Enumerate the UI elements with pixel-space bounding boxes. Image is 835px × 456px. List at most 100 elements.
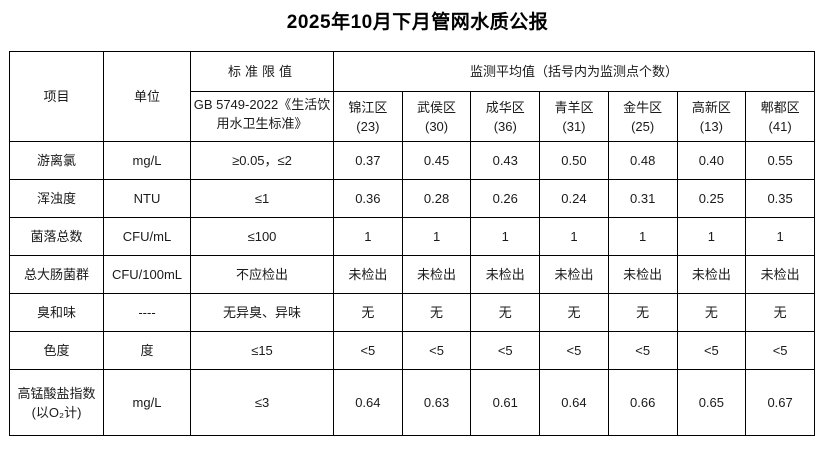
row-label: 游离氯 xyxy=(9,141,104,180)
value-cell: 0.66 xyxy=(607,369,678,436)
limit-cell: 不应检出 xyxy=(190,255,334,294)
value-cell: <5 xyxy=(333,331,403,370)
value-cell: 未检出 xyxy=(470,255,541,294)
value-cell: <5 xyxy=(745,331,815,370)
district-header-pidu: 郫都区 (41) xyxy=(745,91,815,142)
value-cell: <5 xyxy=(676,331,747,370)
row-label: 总大肠菌群 xyxy=(9,255,104,294)
limit-cell: ≤3 xyxy=(190,369,334,436)
table-row-free-chlorine: 游离氯 mg/L ≥0.05，≤2 0.37 0.45 0.43 0.50 0.… xyxy=(9,141,815,180)
value-cell: 0.40 xyxy=(676,141,747,180)
standard-reference: GB 5749-2022《生活饮用水卫生标准》 xyxy=(193,96,331,131)
row-label: 色度 xyxy=(9,331,104,370)
value-cell: 0.37 xyxy=(333,141,403,180)
value-cell: 未检出 xyxy=(333,255,403,294)
value-cell: 0.65 xyxy=(676,369,747,436)
table-row-colony-count: 菌落总数 CFU/mL ≤100 1 1 1 1 1 1 1 xyxy=(9,217,815,256)
value-cell: 无 xyxy=(333,293,403,332)
value-cell: 0.26 xyxy=(470,179,541,218)
district-count: (25) xyxy=(631,118,655,134)
value-cell: 未检出 xyxy=(401,255,472,294)
row-label: 臭和味 xyxy=(9,293,104,332)
district-name: 青羊区 xyxy=(554,99,594,115)
value-cell: 0.43 xyxy=(470,141,541,180)
value-cell: 0.31 xyxy=(607,179,678,218)
value-cell: 0.64 xyxy=(539,369,609,436)
district-count: (13) xyxy=(699,118,723,134)
district-header-jinniu: 金牛区 (25) xyxy=(607,91,678,142)
value-cell: 0.48 xyxy=(607,141,678,180)
limit-cell: ≤15 xyxy=(190,331,334,370)
value-cell: 0.50 xyxy=(539,141,609,180)
district-header-gaoxin: 高新区 (13) xyxy=(676,91,747,142)
value-cell: 未检出 xyxy=(676,255,747,294)
value-cell: 1 xyxy=(470,217,541,256)
col-header-monitoring-average: 监测平均值（括号内为监测点个数） xyxy=(333,51,815,92)
table-row-permanganate-index: 高锰酸盐指数 (以O₂计) mg/L ≤3 0.64 0.63 0.61 0.6… xyxy=(9,369,815,436)
header-row-1: 项目 单位 标准限值 监测平均值（括号内为监测点个数） xyxy=(9,51,815,142)
value-cell: 1 xyxy=(539,217,609,256)
limit-cell: 无异臭、异味 xyxy=(190,293,334,332)
district-count: (41) xyxy=(768,118,792,134)
value-cell: 无 xyxy=(401,293,472,332)
value-cell: 0.67 xyxy=(745,369,815,436)
unit-cell: CFU/100mL xyxy=(103,255,191,294)
header-row-2: GB 5749-2022《生活饮用水卫生标准》 锦江区 (23) 武侯区 (30… xyxy=(10,91,815,142)
table-row-chroma: 色度 度 ≤15 <5 <5 <5 <5 <5 <5 <5 xyxy=(9,331,815,370)
value-cell: 无 xyxy=(676,293,747,332)
value-cell: 未检出 xyxy=(607,255,678,294)
district-count: (36) xyxy=(493,118,517,134)
table-row-turbidity: 浑浊度 NTU ≤1 0.36 0.28 0.26 0.24 0.31 0.25… xyxy=(9,179,815,218)
limit-cell: ≤1 xyxy=(190,179,334,218)
district-name: 武侯区 xyxy=(417,99,457,115)
value-cell: 1 xyxy=(401,217,472,256)
unit-cell: mg/L xyxy=(103,369,191,436)
limit-cell: ≥0.05，≤2 xyxy=(190,141,334,180)
value-cell: 无 xyxy=(607,293,678,332)
row-label: 菌落总数 xyxy=(9,217,104,256)
value-cell: <5 xyxy=(607,331,678,370)
value-cell: 0.55 xyxy=(745,141,815,180)
district-count: (30) xyxy=(424,118,449,134)
district-header-qingyang: 青羊区 (31) xyxy=(539,91,609,142)
district-header-jinjiang: 锦江区 (23) xyxy=(333,91,403,142)
col-header-item: 项目 xyxy=(9,51,104,142)
value-cell: 0.61 xyxy=(470,369,541,436)
value-cell: 1 xyxy=(745,217,815,256)
district-header-wuhou: 武侯区 (30) xyxy=(401,91,472,142)
unit-cell: NTU xyxy=(103,179,191,218)
district-name: 成华区 xyxy=(485,99,525,115)
unit-cell: mg/L xyxy=(103,141,191,180)
value-cell: 1 xyxy=(676,217,747,256)
row-label-sub: (以O₂计) xyxy=(31,404,82,420)
value-cell: 无 xyxy=(539,293,609,332)
table-row-odor-taste: 臭和味 ---- 无异臭、异味 无 无 无 无 无 无 无 xyxy=(9,293,815,332)
value-cell: 0.28 xyxy=(401,179,472,218)
water-quality-table: 项目 单位 标准限值 监测平均值（括号内为监测点个数） GB 5749-2022… xyxy=(9,51,815,436)
row-label-main: 高锰酸盐指数 xyxy=(17,385,96,401)
value-cell: <5 xyxy=(470,331,541,370)
district-name: 金牛区 xyxy=(623,99,663,115)
value-cell: 0.24 xyxy=(539,179,609,218)
value-cell: 0.35 xyxy=(745,179,815,218)
district-name: 锦江区 xyxy=(348,99,388,115)
value-cell: 无 xyxy=(470,293,541,332)
value-cell: 无 xyxy=(745,293,815,332)
unit-cell: CFU/mL xyxy=(103,217,191,256)
col-header-unit: 单位 xyxy=(103,51,191,142)
page-title: 2025年10月下月管网水质公报 xyxy=(286,12,549,33)
value-cell: 未检出 xyxy=(539,255,609,294)
unit-cell: 度 xyxy=(103,331,191,370)
col-header-standard-limit: 标准限值 xyxy=(190,51,334,92)
district-header-chenghua: 成华区 (36) xyxy=(470,91,541,142)
district-name: 高新区 xyxy=(691,99,731,115)
table-row-total-coliform: 总大肠菌群 CFU/100mL 不应检出 未检出 未检出 未检出 未检出 未检出… xyxy=(9,255,815,294)
value-cell: 0.25 xyxy=(676,179,747,218)
district-count: (23) xyxy=(356,118,380,134)
row-label: 浑浊度 xyxy=(9,179,104,218)
value-cell: <5 xyxy=(401,331,472,370)
value-cell: 0.45 xyxy=(401,141,472,180)
value-cell: 未检出 xyxy=(745,255,815,294)
district-count: (31) xyxy=(562,118,586,134)
